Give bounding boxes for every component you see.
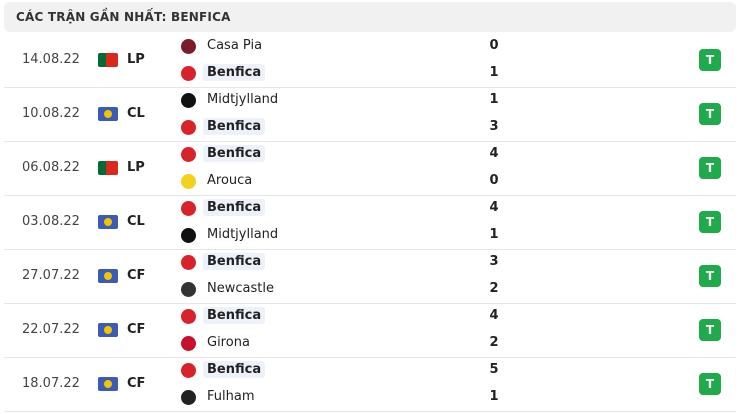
result-badge: T	[699, 265, 721, 287]
result-badge: T	[699, 211, 721, 233]
away-logo	[181, 120, 196, 135]
match-row: 06.08.22 LP Benfica Arouca 4 0 T	[4, 141, 736, 196]
home-team: Benfica	[203, 361, 266, 378]
result-badge: T	[699, 103, 721, 125]
away-score: 0	[489, 173, 499, 188]
competition-flag	[98, 323, 118, 337]
competition: CF	[127, 376, 146, 391]
home-logo	[181, 201, 196, 216]
away-score: 1	[489, 389, 499, 404]
home-score: 3	[489, 254, 499, 269]
home-score: 0	[489, 38, 499, 53]
home-team: Midtjylland	[207, 92, 279, 107]
competition: CF	[127, 268, 146, 283]
away-logo	[181, 174, 196, 189]
match-row: 10.08.22 CL Midtjylland Benfica 1 3 T	[4, 87, 736, 142]
home-logo	[181, 255, 196, 270]
match-date: 18.07.22	[22, 376, 80, 391]
match-date: 14.08.22	[22, 52, 80, 67]
competition-flag	[98, 107, 118, 121]
flag-emblem	[104, 218, 112, 226]
home-team: Benfica	[203, 145, 266, 162]
home-logo	[181, 147, 196, 162]
competition: LP	[127, 52, 145, 67]
away-team: Benfica	[203, 64, 266, 81]
away-score: 2	[489, 281, 499, 296]
home-team: Benfica	[203, 307, 266, 324]
home-logo	[181, 363, 196, 378]
match-row: 27.07.22 CF Benfica Newcastle 3 2 T	[4, 249, 736, 304]
competition: LP	[127, 160, 145, 175]
away-logo	[181, 336, 196, 351]
competition-flag	[98, 215, 118, 229]
match-row: 03.08.22 CL Benfica Midtjylland 4 1 T	[4, 195, 736, 250]
home-score: 4	[489, 308, 499, 323]
result-badge: T	[699, 157, 721, 179]
home-logo	[181, 309, 196, 324]
away-score: 3	[489, 119, 499, 134]
away-logo	[181, 66, 196, 81]
header-title: CÁC TRẬN GẦN NHẤT: BENFICA	[16, 10, 231, 24]
header: CÁC TRẬN GẦN NHẤT: BENFICA	[4, 2, 736, 32]
away-team: Girona	[207, 335, 250, 350]
flag-emblem	[104, 326, 112, 334]
home-team: Benfica	[203, 199, 266, 216]
result-badge: T	[699, 319, 721, 341]
home-score: 1	[489, 92, 499, 107]
away-score: 1	[489, 227, 499, 242]
away-logo	[181, 282, 196, 297]
match-row: 14.08.22 LP Casa Pia Benfica 0 1 T	[4, 33, 736, 88]
away-team: Newcastle	[207, 281, 274, 296]
result-badge: T	[699, 49, 721, 71]
away-logo	[181, 228, 196, 243]
competition-flag	[98, 377, 118, 391]
match-date: 10.08.22	[22, 106, 80, 121]
home-score: 4	[489, 146, 499, 161]
away-team: Benfica	[203, 118, 266, 135]
match-row: 22.07.22 CF Benfica Girona 4 2 T	[4, 303, 736, 358]
home-team: Benfica	[203, 253, 266, 270]
competition: CF	[127, 322, 146, 337]
result-badge: T	[699, 373, 721, 395]
away-score: 2	[489, 335, 499, 350]
flag-emblem	[104, 110, 112, 118]
home-logo	[181, 39, 196, 54]
competition: CL	[127, 214, 145, 229]
competition-flag	[98, 269, 118, 283]
home-logo	[181, 93, 196, 108]
competition-flag	[98, 161, 118, 175]
match-date: 03.08.22	[22, 214, 80, 229]
competition-flag	[98, 53, 118, 67]
competition: CL	[127, 106, 145, 121]
match-date: 06.08.22	[22, 160, 80, 175]
home-team: Casa Pia	[207, 38, 263, 53]
away-team: Fulham	[207, 389, 255, 404]
away-team: Arouca	[207, 173, 253, 188]
home-score: 4	[489, 200, 499, 215]
away-team: Midtjylland	[207, 227, 279, 242]
away-logo	[181, 390, 196, 405]
away-score: 1	[489, 65, 499, 80]
home-score: 5	[489, 362, 499, 377]
match-row: 18.07.22 CF Benfica Fulham 5 1 T	[4, 357, 736, 412]
match-date: 22.07.22	[22, 322, 80, 337]
flag-emblem	[104, 380, 112, 388]
match-date: 27.07.22	[22, 268, 80, 283]
flag-emblem	[104, 272, 112, 280]
